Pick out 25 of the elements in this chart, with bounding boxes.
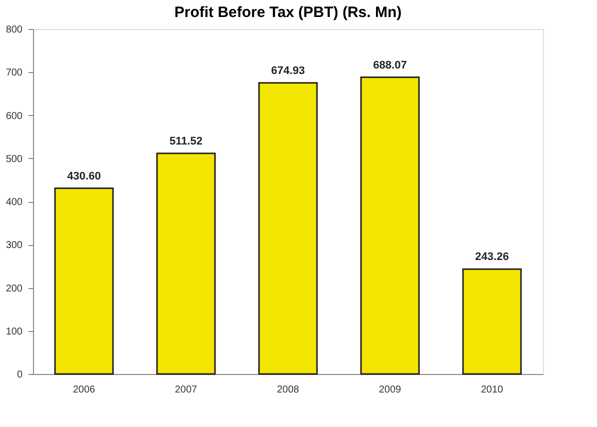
chart-title: Profit Before Tax (PBT) (Rs. Mn) [174,4,402,21]
data-label: 430.60 [67,170,101,182]
y-tick-label: 600 [6,110,23,122]
bar [156,152,216,375]
y-tick-label: 0 [16,370,23,380]
y-tick-label: 800 [6,24,23,36]
x-tick-label: 2007 [174,384,198,396]
x-tick-label: 2008 [276,384,300,396]
y-tick-label: 400 [6,197,23,208]
data-label: 674.93 [271,64,305,77]
y-tick-label: 300 [6,240,23,252]
x-tick-label: 2009 [378,384,402,396]
y-tick-label: 500 [6,154,23,165]
data-label: 511.52 [169,135,203,148]
bar [462,268,522,375]
x-tick-label: 2006 [72,384,96,396]
data-label: 688.07 [373,59,407,72]
bar [258,82,318,375]
y-tick-label: 200 [6,283,23,294]
y-tick-label: 100 [6,326,23,338]
x-tick-label: 2010 [480,384,504,396]
data-label: 243.26 [475,251,509,264]
bar [360,76,420,375]
y-tick-label: 700 [6,68,23,79]
bar [54,188,114,375]
